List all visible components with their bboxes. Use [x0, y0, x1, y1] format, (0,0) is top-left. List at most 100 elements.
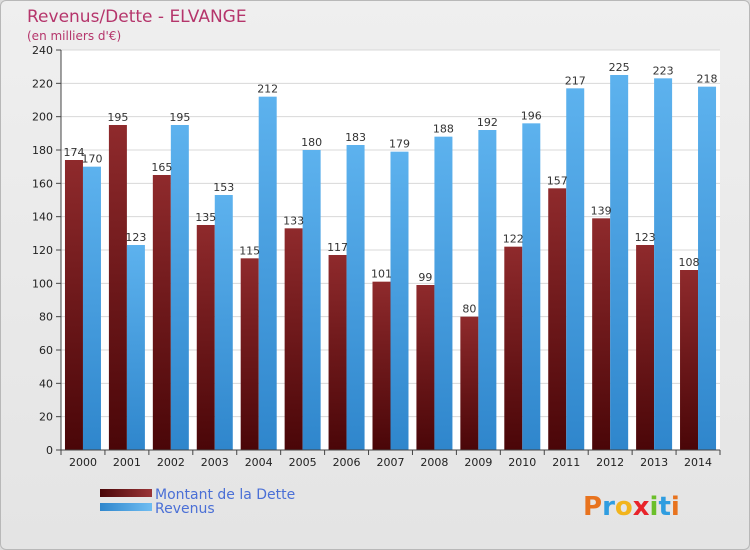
bar-debt — [108, 125, 127, 450]
proxiti-logo: Proxiti — [583, 492, 680, 522]
bar-debt — [592, 218, 611, 450]
bar-debt — [548, 188, 567, 451]
x-tick-label: 2009 — [464, 456, 492, 469]
data-label-revenus: 196 — [521, 109, 542, 122]
bar-revenus — [522, 123, 541, 450]
data-label-debt: 135 — [195, 211, 216, 224]
x-tick-label: 2010 — [508, 456, 536, 469]
bar-revenus — [170, 125, 189, 450]
bar-revenus — [346, 145, 365, 450]
data-label-debt: 157 — [547, 174, 568, 187]
x-tick-label: 2004 — [245, 456, 273, 469]
bar-revenus — [126, 245, 145, 450]
bar-debt — [372, 281, 391, 450]
data-label-revenus: 217 — [565, 74, 586, 87]
y-tick-label: 180 — [32, 144, 53, 157]
data-label-debt: 123 — [635, 231, 656, 244]
y-tick-label: 200 — [32, 111, 53, 124]
data-label-revenus: 180 — [301, 136, 322, 149]
y-tick-label: 40 — [39, 377, 53, 390]
bar-debt — [504, 246, 523, 450]
data-label-revenus: 212 — [257, 83, 278, 96]
y-tick-label: 60 — [39, 344, 53, 357]
data-label-debt: 115 — [239, 244, 260, 257]
legend-label-revenus: Revenus — [155, 501, 215, 517]
y-tick-label: 160 — [32, 177, 53, 190]
bar-debt — [680, 270, 699, 450]
data-label-revenus: 183 — [345, 131, 366, 144]
bar-revenus — [478, 130, 497, 450]
data-label-debt: 195 — [107, 111, 128, 124]
data-label-debt: 174 — [63, 146, 84, 159]
x-tick-label: 2003 — [201, 456, 229, 469]
x-tick-label: 2011 — [552, 456, 580, 469]
bar-debt — [240, 258, 259, 450]
x-tick-label: 2000 — [69, 456, 97, 469]
data-label-revenus: 179 — [389, 138, 410, 151]
y-tick-label: 100 — [32, 277, 53, 290]
y-tick-label: 240 — [32, 44, 53, 57]
bar-revenus — [434, 136, 453, 450]
bars — [64, 75, 717, 451]
legend-swatch-revenus — [100, 503, 152, 511]
bar-debt — [328, 255, 347, 450]
y-tick-label: 80 — [39, 311, 53, 324]
bar-revenus — [610, 75, 629, 450]
bar-debt — [284, 228, 303, 450]
data-label-revenus: 225 — [609, 61, 630, 74]
x-tick-label: 2005 — [289, 456, 317, 469]
x-tick-label: 2007 — [377, 456, 405, 469]
data-label-revenus: 170 — [81, 153, 102, 166]
x-tick-label: 2008 — [420, 456, 448, 469]
data-label-revenus: 153 — [213, 181, 234, 194]
data-label-debt: 101 — [371, 268, 392, 281]
logo-text: Proxiti — [583, 492, 680, 522]
data-label-debt: 80 — [462, 303, 476, 316]
data-label-debt: 117 — [327, 241, 348, 254]
bar-revenus — [258, 96, 277, 451]
y-tick-label: 0 — [46, 444, 53, 457]
x-tick-label: 2001 — [113, 456, 141, 469]
bar-debt — [152, 175, 171, 450]
chart-subtitle: (en milliers d'€) — [27, 29, 121, 43]
y-axis: 0 20 40 60 80 100 120 140 160 180 200 220 240 — [32, 44, 62, 457]
bar-revenus — [566, 88, 585, 450]
legend: Montant de la Dette Revenus — [100, 487, 295, 517]
data-label-revenus: 192 — [477, 116, 498, 129]
bar-revenus — [390, 151, 409, 450]
bar-revenus — [82, 166, 101, 450]
bar-debt — [460, 316, 479, 450]
bar-debt — [196, 225, 215, 450]
data-label-debt: 99 — [418, 271, 432, 284]
bar-revenus — [214, 195, 233, 450]
x-tick-label: 2012 — [596, 456, 624, 469]
bar-debt — [636, 245, 655, 450]
y-tick-label: 20 — [39, 411, 53, 424]
data-label-revenus: 123 — [125, 231, 146, 244]
bar-debt — [416, 285, 435, 450]
bar-revenus — [654, 78, 673, 450]
data-label-revenus: 195 — [169, 111, 190, 124]
data-label-revenus: 188 — [433, 123, 454, 136]
data-label-debt: 139 — [591, 204, 612, 217]
y-tick-label: 220 — [32, 77, 53, 90]
bar-debt — [64, 160, 83, 450]
x-tick-label: 2002 — [157, 456, 185, 469]
data-label-debt: 165 — [151, 161, 172, 174]
data-label-debt: 133 — [283, 214, 304, 227]
y-tick-label: 120 — [32, 244, 53, 257]
legend-swatch-debt — [100, 489, 152, 497]
bar-revenus — [302, 150, 321, 450]
data-label-debt: 108 — [679, 256, 700, 269]
x-tick-label: 2006 — [333, 456, 361, 469]
data-label-revenus: 218 — [697, 73, 718, 86]
x-axis: 2000 2001 2002 2003 2004 2005 2006 2007 2008 2009… — [60, 449, 721, 469]
chart-title: Revenus/Dette - ELVANGE — [27, 7, 247, 27]
y-tick-label: 140 — [32, 211, 53, 224]
x-tick-label: 2013 — [640, 456, 668, 469]
data-label-debt: 122 — [503, 233, 524, 246]
legend-label-debt: Montant de la Dette — [155, 487, 295, 503]
data-label-revenus: 223 — [653, 64, 674, 77]
